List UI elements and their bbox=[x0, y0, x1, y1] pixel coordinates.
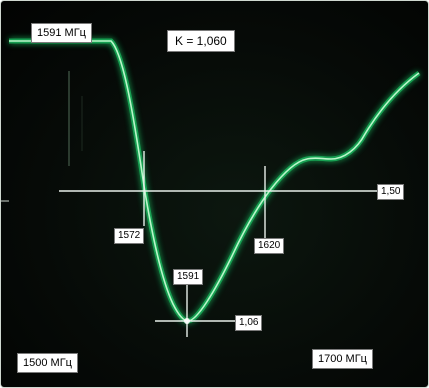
min-frequency-label: 1591 bbox=[173, 269, 204, 285]
level-value-label: 1,50 bbox=[377, 184, 405, 200]
range-end-label: 1700 МГц bbox=[312, 349, 373, 369]
left-frequency-marker-label: 1572 bbox=[114, 228, 145, 244]
min-value-label: 1,06 bbox=[235, 315, 263, 331]
k-coefficient-label: K = 1,060 bbox=[167, 30, 235, 52]
right-frequency-marker-label: 1620 bbox=[254, 238, 285, 254]
response-trace bbox=[9, 38, 421, 324]
start-frequency-label: 1591 МГц bbox=[31, 23, 92, 43]
range-start-label: 1500 МГц bbox=[17, 353, 78, 373]
min-point-dot bbox=[184, 318, 190, 324]
response-trace-core bbox=[9, 40, 420, 322]
